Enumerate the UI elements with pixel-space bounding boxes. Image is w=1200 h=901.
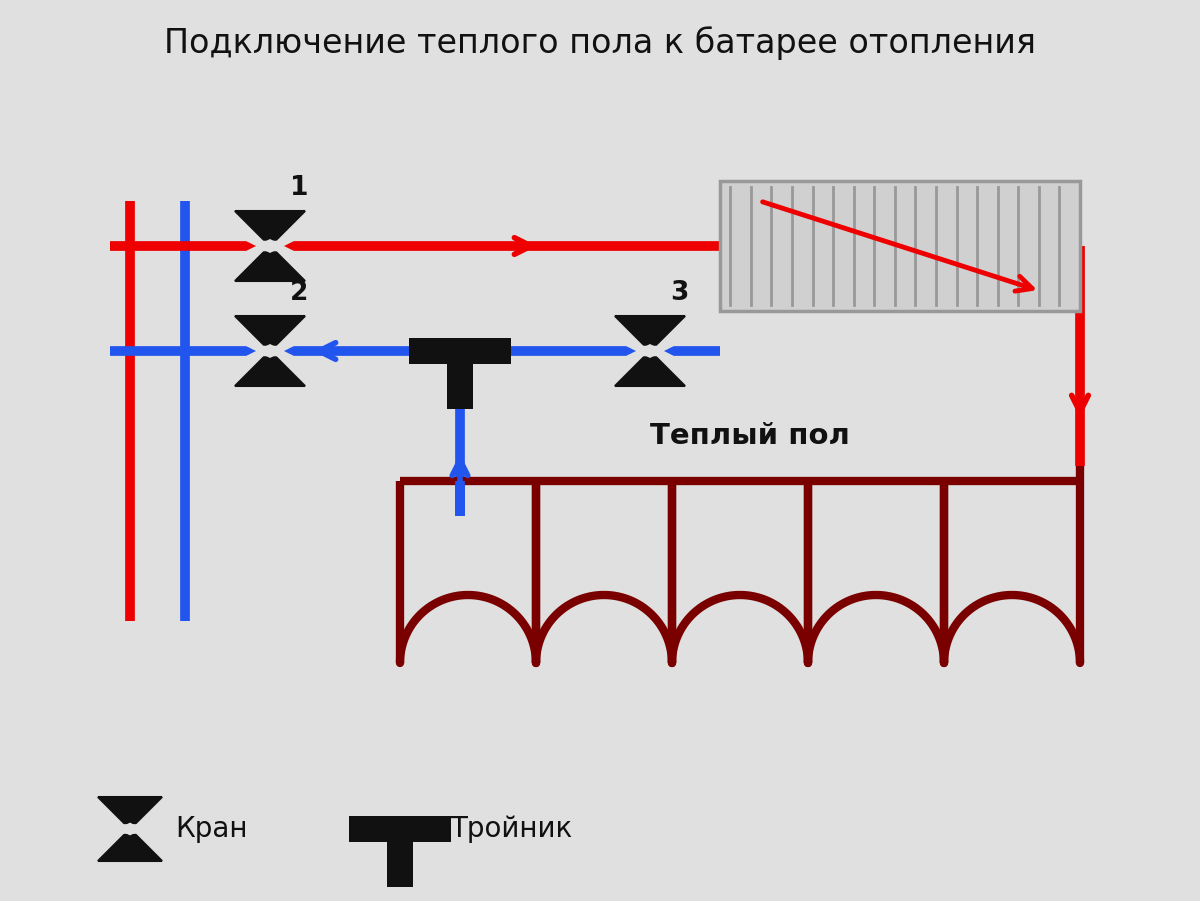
Polygon shape xyxy=(616,316,685,351)
Polygon shape xyxy=(235,246,305,281)
Polygon shape xyxy=(246,241,294,253)
Bar xyxy=(409,338,511,364)
Polygon shape xyxy=(625,344,674,356)
Polygon shape xyxy=(108,823,152,833)
Text: 2: 2 xyxy=(290,280,308,306)
Polygon shape xyxy=(108,824,152,835)
Polygon shape xyxy=(625,346,674,358)
Polygon shape xyxy=(246,346,294,358)
Polygon shape xyxy=(235,316,305,351)
Bar xyxy=(448,364,473,408)
Text: Кран: Кран xyxy=(175,815,247,843)
Bar xyxy=(720,181,1080,311)
Polygon shape xyxy=(98,797,162,829)
Text: Тройник: Тройник xyxy=(450,815,572,843)
Text: Теплый пол: Теплый пол xyxy=(650,422,850,450)
Polygon shape xyxy=(98,829,162,861)
Polygon shape xyxy=(235,351,305,386)
Polygon shape xyxy=(235,211,305,246)
Text: 1: 1 xyxy=(290,175,308,201)
Polygon shape xyxy=(616,351,685,386)
Bar xyxy=(349,816,451,842)
Polygon shape xyxy=(246,344,294,356)
Text: 3: 3 xyxy=(670,280,689,306)
Bar xyxy=(388,842,413,887)
Polygon shape xyxy=(246,239,294,251)
Text: Подключение теплого пола к батарее отопления: Подключение теплого пола к батарее отопл… xyxy=(164,26,1036,59)
